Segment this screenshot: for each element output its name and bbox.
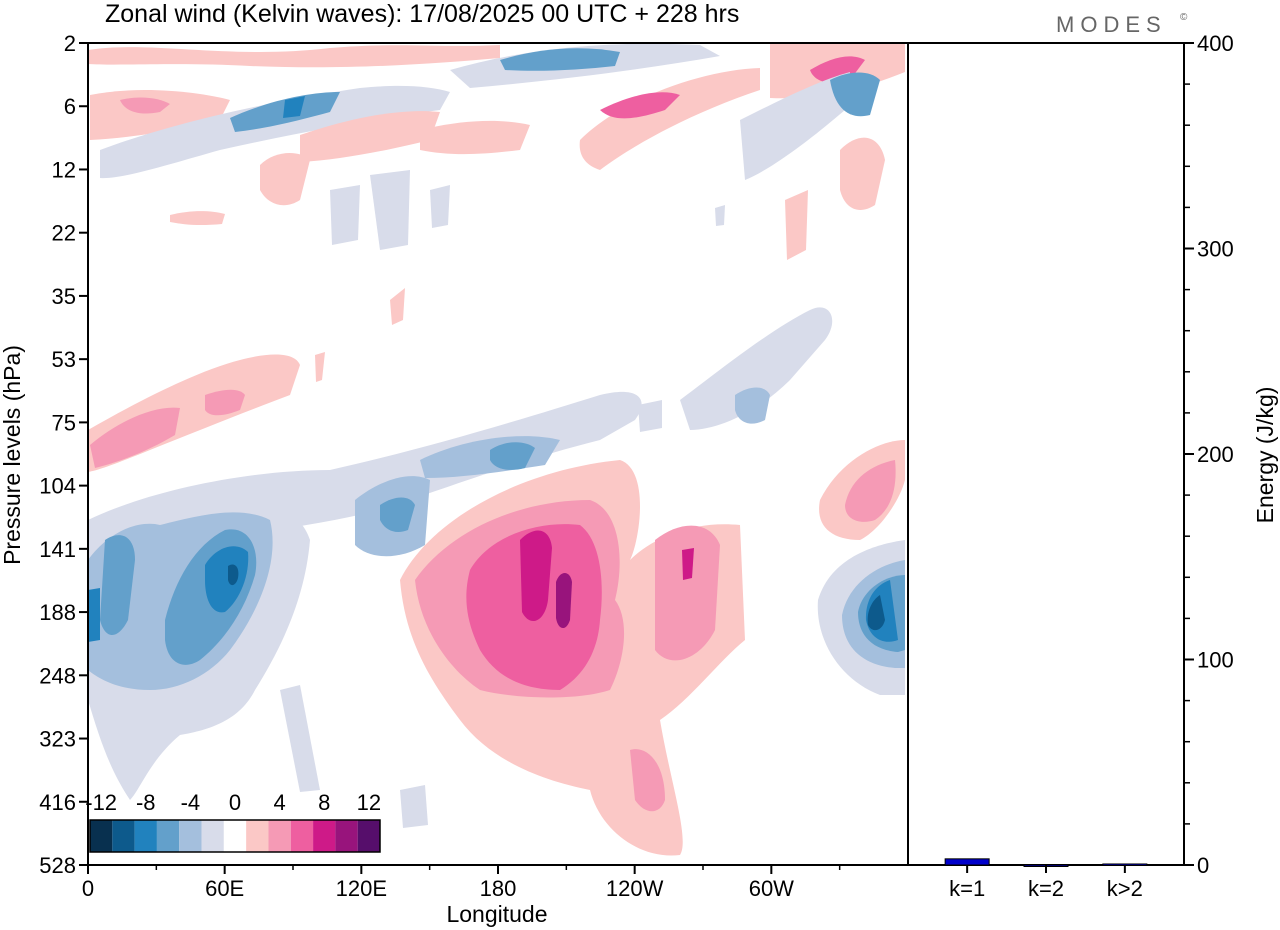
colorbar-swatch [223,820,247,852]
logo-registered-mark: © [1180,12,1188,23]
y-tick-label: 53 [52,347,76,372]
x-tick-label: 60W [749,876,794,901]
energy-bar [944,858,990,866]
colorbar-labels: -12 -8 -4 0 4 8 12 [85,790,381,815]
east-pacific-cores [817,440,905,695]
energy-tick-label: 300 [1197,237,1234,262]
colorbar-swatch [357,820,380,852]
energy-tick-label: 0 [1197,853,1209,878]
y-tick-label: 75 [52,410,76,435]
upper-level-bands [88,43,905,325]
x-axis-label: Longitude [446,901,547,927]
energy-tick-label: 200 [1197,442,1234,467]
colorbar-swatch [313,820,336,852]
westerly-core-188hpa [400,460,745,856]
colorbar-label: -4 [181,790,201,815]
westerly-band-75hpa [88,352,325,472]
x-tick-label: 60E [205,876,244,901]
colorbar-swatch [201,820,224,852]
colorbar-swatch [246,820,269,852]
y-tick-label: 12 [52,157,76,182]
y-tick-label: 188 [39,600,76,625]
energy-axis-label: Energy (J/kg) [1252,387,1278,524]
colorbar-label: 0 [229,790,241,815]
y-axis-label: Pressure levels (hPa) [0,345,25,565]
category-label: k=2 [1028,876,1064,901]
x-tick-label: 0 [82,876,94,901]
colorbar-swatches [89,819,381,853]
wavenumber-axis: k=1 k=2 k>2 [949,865,1143,901]
colorbar-label: -8 [136,790,156,815]
y-tick-label: 528 [39,853,76,878]
y-tick-label: 104 [39,474,76,499]
wind-contour-field [88,43,905,856]
colorbar-label: 8 [318,790,330,815]
y-tick-label: 323 [39,727,76,752]
colorbar-swatch [179,820,202,852]
colorbar-swatch [134,820,157,852]
easterly-core-141hpa [88,500,428,828]
colorbar-swatch [90,820,113,852]
x-tick-label: 120E [336,876,387,901]
colorbar-swatch [335,820,358,852]
colorbar-frame [89,819,381,853]
x-tick-label: 180 [480,876,517,901]
y-tick-label: 416 [39,790,76,815]
category-label: k=1 [949,876,985,901]
y-tick-label: 248 [39,663,76,688]
category-label: k>2 [1107,876,1143,901]
modes-logo: MODES [1056,12,1167,37]
energy-tick-label: 100 [1197,648,1234,673]
chart-title: Zonal wind (Kelvin waves): 17/08/2025 00… [105,0,739,28]
energy-plot-frame [907,42,1185,866]
y-tick-label: 22 [52,221,76,246]
y-tick-label: 141 [39,537,76,562]
colorbar-swatch [268,820,291,852]
colorbar-swatch [290,820,314,852]
energy-axis: 0 100 200 300 400 [1184,31,1234,878]
colorbar-label: 12 [357,790,381,815]
colorbar-swatch [156,820,180,852]
longitude-axis: 0 60E 120E 180 120W 60W [82,865,841,901]
colorbar-legend: -12 -8 -4 0 4 8 12 [85,790,381,853]
x-tick-label: 120W [606,876,664,901]
energy-tick-label: 400 [1197,31,1234,56]
y-tick-label: 35 [52,284,76,309]
y-tick-label: 6 [64,94,76,119]
colorbar-label: 4 [273,790,285,815]
colorbar-swatch [112,820,135,852]
y-tick-label: 2 [64,31,76,56]
pressure-axis: 2 6 12 22 35 53 75 104 141 188 248 323 416 528 [39,31,88,878]
colorbar-label: -12 [85,790,117,815]
